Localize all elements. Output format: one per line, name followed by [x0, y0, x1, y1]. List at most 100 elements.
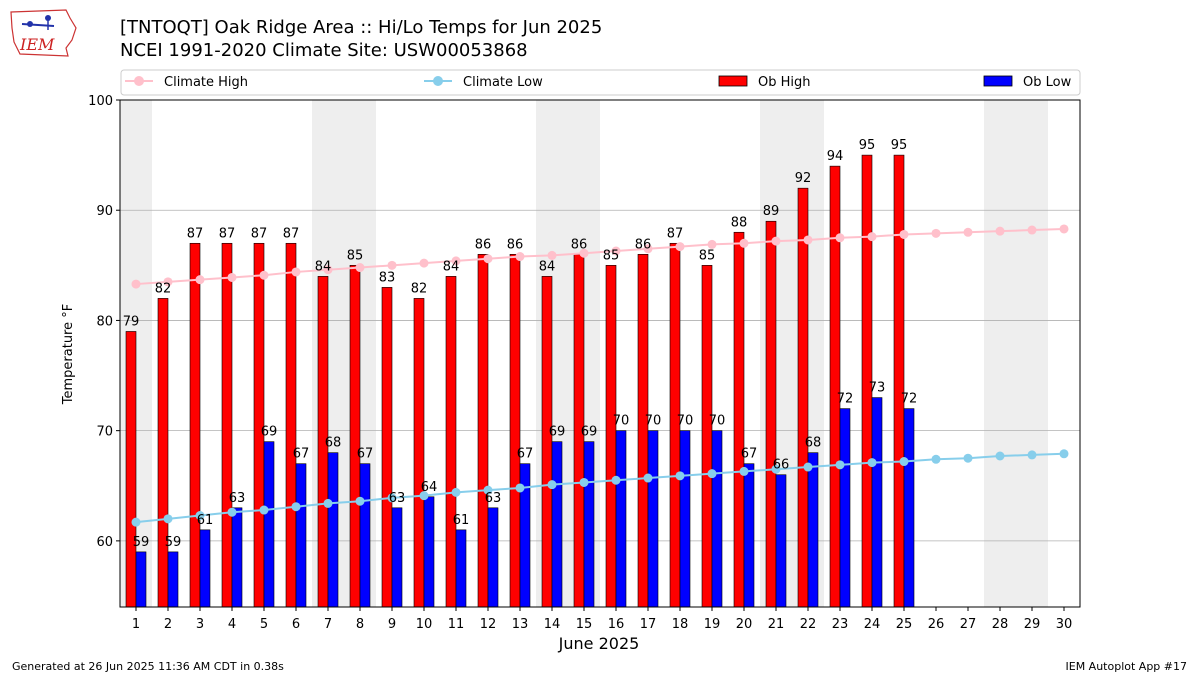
ob-high-label: 85	[347, 248, 364, 263]
ob-low-bar	[455, 529, 467, 608]
climate-low-point	[419, 491, 429, 501]
climate-high-point	[419, 258, 429, 268]
x-tick-label: 1	[132, 617, 140, 632]
ob-high-label: 82	[411, 281, 428, 296]
ob-low-bar	[391, 507, 403, 608]
ob-high-label: 84	[539, 259, 556, 274]
climate-high-point	[963, 227, 973, 237]
ob-low-label: 63	[229, 491, 246, 506]
ob-high-label: 86	[635, 237, 652, 252]
ob-high-label: 92	[795, 171, 812, 186]
climate-low-point	[515, 483, 525, 493]
legend-climate-low-marker	[433, 76, 443, 86]
weekend-band	[984, 100, 1016, 607]
climate-high-point	[291, 267, 301, 277]
ob-low-bar	[775, 474, 787, 608]
climate-high-point	[355, 263, 365, 273]
ob-high-label: 84	[315, 259, 332, 274]
ob-high-label: 84	[443, 259, 460, 274]
x-tick-label: 17	[640, 617, 657, 632]
climate-low-point	[259, 505, 269, 515]
legend-box	[120, 69, 1081, 96]
climate-low-point	[547, 480, 557, 490]
x-tick-label: 30	[1056, 617, 1073, 632]
ob-low-bar	[551, 441, 563, 608]
climate-high-point	[1059, 224, 1069, 234]
y-tick-label: 60	[96, 535, 113, 550]
ob-high-label: 85	[699, 248, 716, 263]
ob-low-label: 73	[869, 381, 886, 396]
x-axis-label: June 2025	[558, 634, 640, 653]
x-tick-label: 24	[864, 617, 881, 632]
ob-low-bar	[583, 441, 595, 608]
ob-low-label: 67	[293, 447, 310, 462]
climate-high-point	[195, 275, 205, 285]
x-tick-label: 5	[260, 617, 268, 632]
ob-high-label: 94	[827, 149, 844, 164]
climate-high-point	[163, 277, 173, 287]
climate-high-point	[707, 239, 717, 249]
ob-high-bar	[733, 231, 745, 608]
climate-high-line	[135, 227, 1065, 286]
climate-high-point	[739, 238, 749, 248]
x-tick-label: 16	[608, 617, 625, 632]
climate-low-point	[931, 454, 941, 464]
climate-low-point	[611, 475, 621, 485]
legend-climate-high-marker	[134, 76, 144, 86]
ob-low-bar	[871, 397, 883, 608]
climate-high-point	[995, 226, 1005, 236]
ob-low-label: 72	[901, 392, 918, 407]
ob-high-bar	[477, 254, 489, 608]
ob-high-label: 95	[891, 138, 908, 153]
climate-low-point	[355, 496, 365, 506]
chart-subtitle: NCEI 1991-2020 Climate Site: USW00053868	[120, 40, 528, 61]
ob-low-bar	[167, 551, 179, 608]
ob-low-bar	[679, 430, 691, 608]
ob-low-bar	[807, 452, 819, 608]
ob-low-bar	[295, 463, 307, 608]
legend-ob-high-swatch	[718, 75, 748, 87]
ob-low-label: 63	[389, 491, 406, 506]
x-tick-label: 22	[800, 617, 817, 632]
y-axis-label: Temperature °F	[61, 304, 76, 405]
climate-low-line	[135, 452, 1065, 524]
ob-low-bar	[359, 463, 371, 608]
ob-low-bar	[199, 529, 211, 608]
x-tick-label: 13	[512, 617, 529, 632]
ob-low-label: 70	[645, 414, 662, 429]
ob-low-label: 67	[741, 447, 758, 462]
climate-high-point	[131, 279, 141, 289]
x-tick-label: 26	[928, 617, 945, 632]
ob-high-label: 79	[123, 314, 140, 329]
ob-high-bar	[797, 187, 809, 608]
ob-high-label: 88	[731, 215, 748, 230]
ob-low-label: 72	[837, 392, 854, 407]
climate-low-point	[707, 469, 717, 479]
climate-low-point	[131, 517, 141, 527]
ob-low-bar	[743, 463, 755, 608]
x-tick-label: 7	[324, 617, 332, 632]
climate-low-point	[227, 507, 237, 517]
x-tick-label: 6	[292, 617, 300, 632]
climate-high-point	[867, 232, 877, 242]
climate-low-point	[451, 487, 461, 497]
x-tick-label: 3	[196, 617, 204, 632]
legend-ob-high-label: Ob High	[758, 75, 811, 90]
climate-low-point	[1059, 449, 1069, 459]
x-tick-label: 27	[960, 617, 977, 632]
x-tick-label: 10	[416, 617, 433, 632]
ob-high-bar	[509, 254, 521, 608]
climate-high-point	[931, 228, 941, 238]
ob-low-bar	[135, 551, 147, 608]
climate-low-point	[803, 462, 813, 472]
ob-low-label: 67	[357, 447, 374, 462]
x-tick-label: 14	[544, 617, 561, 632]
climate-high-point	[483, 254, 493, 264]
ob-low-bar	[903, 408, 915, 608]
legend-ob-low-label: Ob Low	[1023, 75, 1072, 90]
iem-logo: IEM	[10, 9, 77, 57]
climate-high-point	[899, 229, 909, 239]
generated-note: Generated at 26 Jun 2025 11:36 AM CDT in…	[12, 660, 284, 673]
legend-climate-high-label: Climate High	[164, 75, 248, 90]
x-tick-label: 21	[768, 617, 785, 632]
